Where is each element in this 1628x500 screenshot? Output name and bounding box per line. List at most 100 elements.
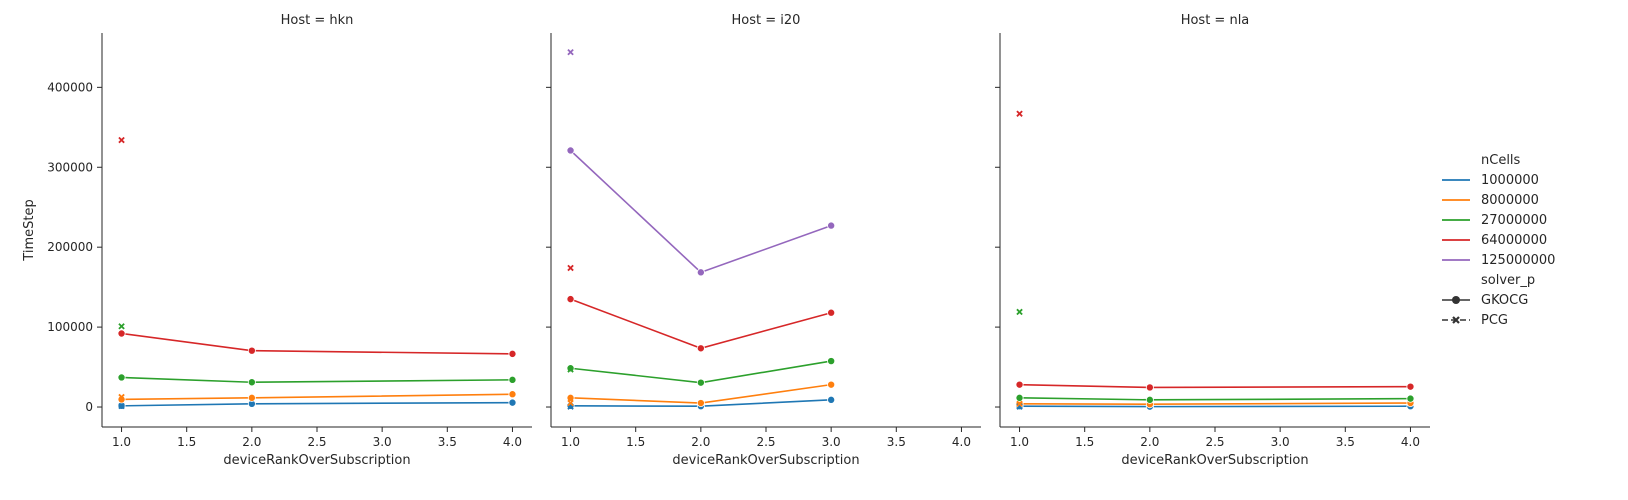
data-point (118, 323, 125, 330)
x-tick-label: 1.0 (112, 435, 131, 449)
data-point (118, 136, 125, 144)
series-gkocg (566, 146, 836, 277)
legend-hue-title: nCells (1481, 153, 1521, 168)
x-tick-label: 1.0 (1010, 435, 1029, 449)
series-pcg (118, 402, 125, 410)
data-point (1406, 394, 1415, 403)
panel-2: Host = nla 1.0 1.5 2.0 2.5 3.0 3.5 4.0 deviceRan… (995, 13, 1430, 468)
data-point (508, 398, 517, 407)
data-point (827, 395, 836, 404)
series-gkocg (1015, 380, 1415, 392)
data-point (827, 221, 836, 230)
series-gkocg (566, 295, 836, 353)
data-point (827, 380, 836, 389)
legend: nCells 1000000 8000000 27000000 64000000 1250… (1442, 153, 1555, 328)
data-point (696, 378, 705, 387)
data-point (508, 375, 517, 384)
series-pcg (1016, 308, 1023, 316)
data-point (508, 349, 517, 358)
legend-label: 1000000 (1481, 173, 1539, 188)
y-tick-label: 300000 (47, 160, 93, 174)
series-line (569, 149, 832, 274)
legend-item: 1000000 (1442, 173, 1539, 188)
series-line (121, 332, 513, 355)
y-tick-label: 400000 (47, 80, 93, 94)
legend-label: 8000000 (1481, 193, 1539, 208)
data-point (696, 399, 705, 408)
data-point (566, 146, 575, 155)
x-tick-label: 2.5 (1205, 435, 1224, 449)
panel-1: Host = i20 1.0 1.5 2.0 2.5 3.0 3.5 4.0 deviceRan… (546, 13, 981, 468)
series-pcg (118, 393, 125, 401)
legend-item: GKOCG (1442, 293, 1528, 308)
series-pcg (1016, 400, 1023, 408)
x-axis-label: deviceRankOverSubscription (223, 453, 410, 468)
series-line (1019, 383, 1411, 389)
data-point (118, 402, 125, 410)
series-line (1019, 397, 1411, 401)
data-point (567, 48, 574, 56)
x-tick-label: 3.0 (822, 435, 841, 449)
legend-label: PCG (1481, 313, 1508, 328)
series-gkocg (117, 398, 517, 410)
series-line (121, 401, 513, 407)
x-tick-label: 2.0 (691, 435, 710, 449)
x-tick-label: 2.5 (756, 435, 775, 449)
data-point (247, 346, 256, 355)
series-pcg (567, 366, 574, 373)
x-tick-label: 1.5 (177, 435, 196, 449)
data-point (1016, 308, 1023, 316)
legend-label: 27000000 (1481, 213, 1547, 228)
legend-label: 125000000 (1481, 253, 1555, 268)
data-point (1145, 395, 1154, 404)
data-point (117, 329, 126, 338)
x-tick-label: 3.0 (373, 435, 392, 449)
legend-style-title: solver_p (1481, 273, 1535, 288)
legend-marker-circle (1452, 296, 1460, 304)
series-gkocg (117, 373, 517, 387)
data-point (566, 295, 575, 304)
data-point (827, 308, 836, 317)
series-line (1019, 402, 1411, 406)
y-tick-label: 100000 (47, 320, 93, 334)
data-point (117, 373, 126, 382)
x-tick-label: 4.0 (1401, 435, 1420, 449)
x-tick-label: 1.5 (1075, 435, 1094, 449)
legend-item: 8000000 (1442, 193, 1539, 208)
series-gkocg (1015, 393, 1415, 404)
data-point (566, 393, 575, 402)
x-tick-label: 1.5 (626, 435, 645, 449)
data-point (247, 378, 256, 387)
x-tick-label: 3.5 (1336, 435, 1355, 449)
panel-title: Host = i20 (732, 13, 801, 28)
x-tick-label: 2.5 (307, 435, 326, 449)
data-point (827, 357, 836, 366)
data-point (118, 393, 125, 401)
y-tick-label: 0 (85, 400, 93, 414)
data-point (567, 264, 574, 272)
series-line (121, 376, 513, 384)
legend-marker-x (1452, 316, 1460, 324)
data-point (696, 268, 705, 277)
data-point (1015, 393, 1024, 402)
legend-item: 64000000 (1442, 233, 1547, 248)
series-gkocg (566, 380, 836, 408)
data-point (1015, 380, 1024, 389)
x-axis-label: deviceRankOverSubscription (1121, 453, 1308, 468)
x-tick-label: 3.5 (438, 435, 457, 449)
series-gkocg (117, 390, 517, 404)
x-tick-label: 2.0 (242, 435, 261, 449)
panel-title: Host = hkn (281, 13, 354, 28)
series-pcg (118, 136, 125, 144)
data-point (696, 344, 705, 353)
y-axis-label: TimeStep (22, 199, 37, 261)
series-pcg (567, 48, 574, 56)
x-tick-label: 3.5 (887, 435, 906, 449)
series-pcg (567, 399, 574, 407)
data-point (1145, 383, 1154, 392)
series-pcg (567, 264, 574, 272)
legend-item: 27000000 (1442, 213, 1547, 228)
panels-layer: Host = hkn 1.0 1.5 2.0 2.5 3.0 3.5 4.0 0 100000 20… (22, 13, 1430, 468)
